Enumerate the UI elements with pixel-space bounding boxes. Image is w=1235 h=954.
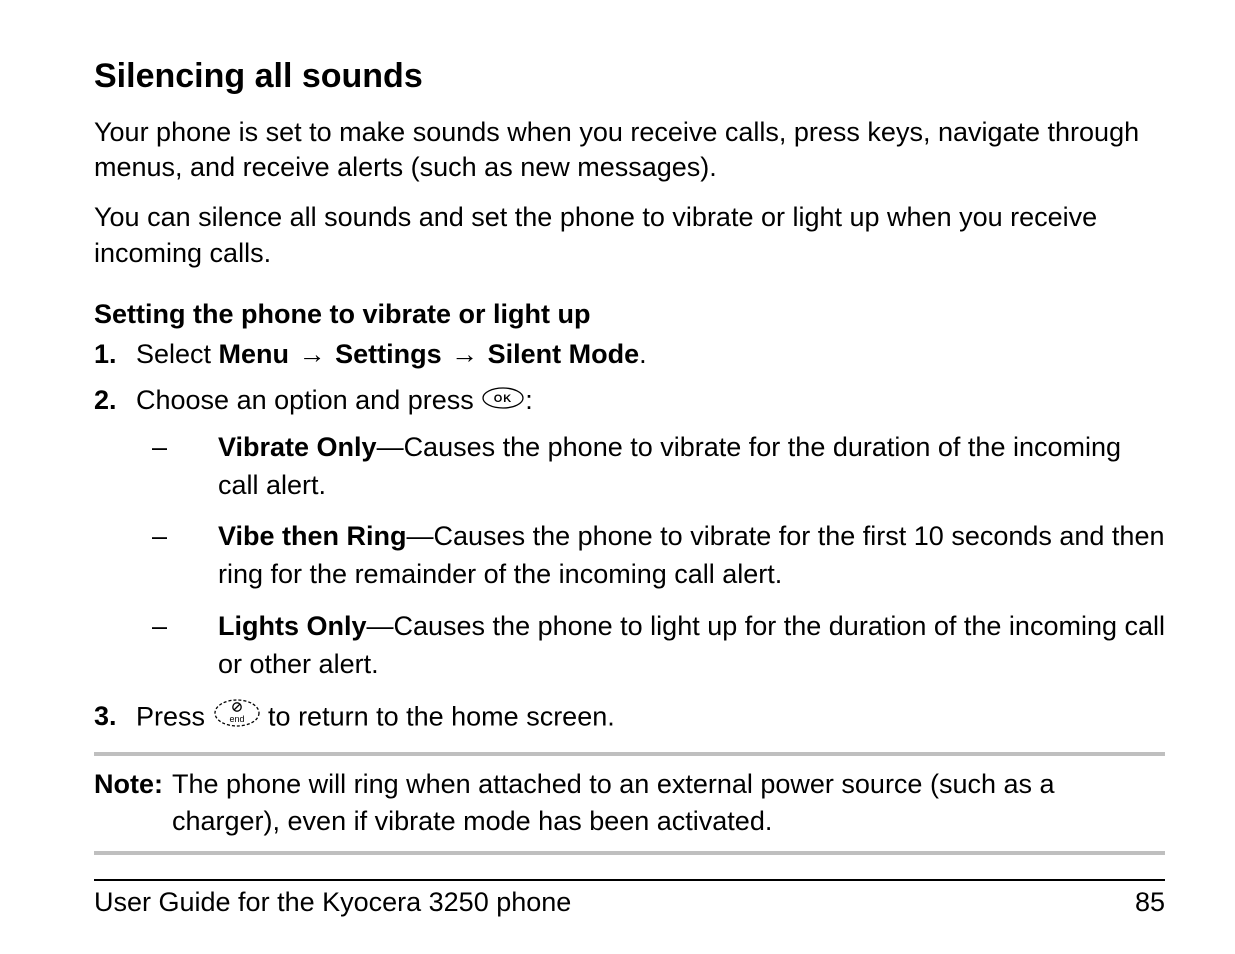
step-text: Press <box>136 701 213 731</box>
bullet-dash: – <box>152 518 167 556</box>
option-item: – Vibrate Only—Causes the phone to vibra… <box>136 429 1165 505</box>
note-text: The phone will ring when attached to an … <box>172 766 1165 839</box>
end-key-label: end <box>229 714 244 724</box>
option-name: Lights Only <box>218 611 367 641</box>
end-key-icon: end <box>213 698 261 739</box>
menu-path-item: Menu <box>219 339 290 369</box>
step-text: Select <box>136 339 219 369</box>
section-heading: Setting the phone to vibrate or light up <box>94 299 1165 330</box>
step-text: . <box>639 339 647 369</box>
step-number: 1. <box>94 336 117 374</box>
footer-page-number: 85 <box>1135 887 1165 918</box>
document-page: Silencing all sounds Your phone is set t… <box>0 0 1235 954</box>
intro-paragraph-1: Your phone is set to make sounds when yo… <box>94 115 1165 186</box>
step-3: 3. Press end to return to the home scree… <box>94 698 1165 739</box>
ok-key-label: OK <box>494 393 513 405</box>
steps-list: 1. Select Menu → Settings → Silent Mode.… <box>94 336 1165 738</box>
bullet-dash: – <box>152 429 167 467</box>
note-block: Note: The phone will ring when attached … <box>94 752 1165 855</box>
menu-path-item: Settings <box>335 339 442 369</box>
footer-title: User Guide for the Kyocera 3250 phone <box>94 887 571 918</box>
intro-paragraph-2: You can silence all sounds and set the p… <box>94 200 1165 271</box>
step-text: to return to the home screen. <box>268 701 615 731</box>
option-item: – Vibe then Ring—Causes the phone to vib… <box>136 518 1165 594</box>
bullet-dash: – <box>152 608 167 646</box>
arrow-icon: → <box>449 336 480 374</box>
menu-path-item: Silent Mode <box>488 339 640 369</box>
option-item: – Lights Only—Causes the phone to light … <box>136 608 1165 684</box>
step-2: 2. Choose an option and press OK : – Vib… <box>94 382 1165 684</box>
ok-key-icon: OK <box>481 383 525 421</box>
arrow-icon: → <box>297 336 328 374</box>
page-title: Silencing all sounds <box>94 56 1165 97</box>
note-label: Note: <box>94 766 172 839</box>
step-text: Choose an option and press <box>136 385 481 415</box>
step-number: 2. <box>94 382 117 420</box>
option-name: Vibrate Only <box>218 432 377 462</box>
step-1: 1. Select Menu → Settings → Silent Mode. <box>94 336 1165 374</box>
option-name: Vibe then Ring <box>218 521 407 551</box>
step-number: 3. <box>94 698 117 736</box>
page-footer: User Guide for the Kyocera 3250 phone 85 <box>94 879 1165 918</box>
options-list: – Vibrate Only—Causes the phone to vibra… <box>136 429 1165 684</box>
step-text: : <box>525 385 533 415</box>
